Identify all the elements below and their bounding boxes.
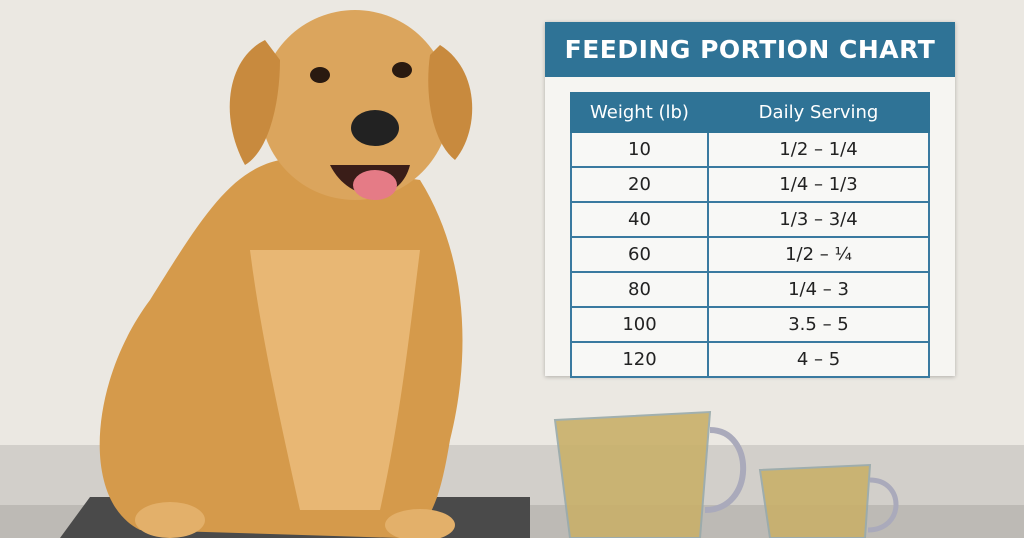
serving-cell: 1/3 – 3/4: [707, 201, 930, 238]
table-row: 60 1/2 – ¼: [570, 236, 930, 273]
header-row: Weight (lb) Daily Serving: [570, 92, 930, 133]
column-header: Daily Serving: [707, 92, 930, 133]
table-row: 100 3.5 – 5: [570, 306, 930, 343]
serving-cell: 4 – 5: [707, 341, 930, 378]
table-row: 120 4 – 5: [570, 341, 930, 378]
table-row: 10 1/2 – 1/4: [570, 131, 930, 168]
table-row: 80 1/4 – 3: [570, 271, 930, 308]
serving-cell: 1/2 – ¼: [707, 236, 930, 273]
serving-cell: 1/4 – 1/3: [707, 166, 930, 203]
table-row: 20 1/4 – 1/3: [570, 166, 930, 203]
weight-cell: 20: [570, 166, 709, 203]
portion-table: Weight (lb) Daily Serving 10 1/2 – 1/4 20 1/…: [570, 92, 930, 378]
weight-cell: 10: [570, 131, 709, 168]
weight-cell: 80: [570, 271, 709, 308]
chart-title: FEEDING PORTION CHART: [545, 22, 955, 77]
weight-cell: 60: [570, 236, 709, 273]
feeding-chart: FEEDING PORTION CHART Weight (lb) Daily S…: [545, 22, 955, 378]
table-row: 40 1/3 – 3/4: [570, 201, 930, 238]
weight-cell: 40: [570, 201, 709, 238]
dog: [99, 10, 473, 538]
weight-cell: 120: [570, 341, 709, 378]
column-header: Weight (lb): [570, 92, 709, 133]
measuring-cups: [553, 410, 899, 538]
serving-cell: 1/4 – 3: [707, 271, 930, 308]
serving-cell: 1/2 – 1/4: [707, 131, 930, 168]
serving-cell: 3.5 – 5: [707, 306, 930, 343]
weight-cell: 100: [570, 306, 709, 343]
